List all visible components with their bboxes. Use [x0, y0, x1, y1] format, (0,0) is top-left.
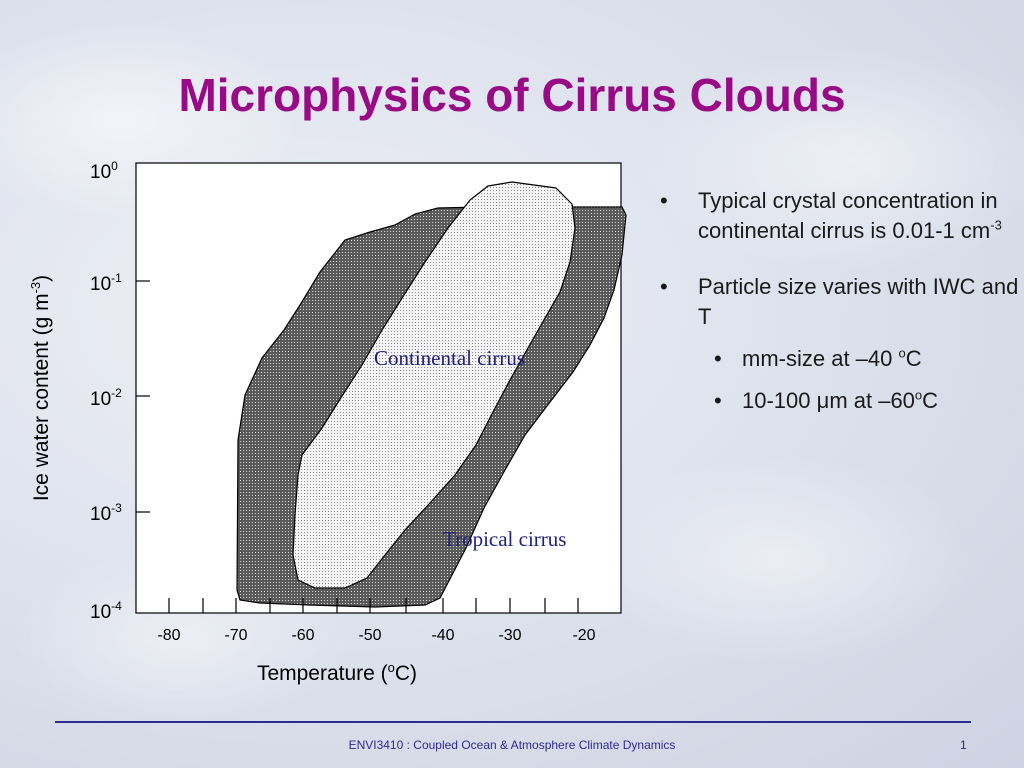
footer-divider	[55, 721, 971, 723]
slide-title: Microphysics of Cirrus Clouds	[178, 69, 846, 121]
tropical-cirrus-label: Tropical cirrus	[443, 527, 566, 551]
bullet-text: Particle size varies with IWC and T	[698, 274, 1019, 329]
bullet-dot-icon: •	[660, 188, 668, 213]
continental-cirrus-label: Continental cirrus	[374, 346, 525, 370]
y-tick-label: 10-2	[90, 386, 122, 410]
sub-bullet-item: • mm-size at –40 oC	[660, 344, 1020, 374]
sub-bullet-text: 10-100	[742, 388, 817, 413]
x-tick-label: -30	[498, 627, 521, 644]
bullet-dot-icon: •	[714, 388, 722, 413]
x-axis-label: Temperature (oC)	[257, 660, 417, 685]
continental-cirrus-region	[292, 181, 576, 589]
x-tick-label: -20	[572, 627, 595, 644]
x-tick-label: -50	[358, 627, 381, 644]
y-tick-label: 10-4	[90, 599, 122, 623]
mu-symbol: μ	[816, 388, 830, 413]
footer-text: ENVI3410 : Coupled Ocean & Atmosphere Cl…	[348, 738, 676, 752]
sub-bullet-text-mid: m at –60	[829, 388, 915, 413]
x-tick-label: -40	[431, 627, 454, 644]
bullet-dot-icon: •	[714, 346, 722, 371]
x-tick-label: -60	[291, 627, 314, 644]
sub-bullet-superscript: o	[898, 345, 906, 361]
sub-bullet-superscript: o	[914, 387, 923, 403]
sub-bullet-item: • 10-100 μm at –60oC	[660, 386, 1020, 416]
sub-bullet-text-end: C	[905, 346, 922, 371]
bullet-item: • Particle size varies with IWC and T • …	[660, 272, 1020, 416]
bullet-list: • Typical crystal concentration in conti…	[660, 186, 1020, 442]
sub-bullet-text: mm-size at –40	[742, 346, 899, 371]
x-tick-label: -80	[157, 627, 180, 644]
y-tick-label: 10-1	[90, 271, 122, 295]
y-tick-label: 100	[90, 159, 118, 183]
x-tick-label: -70	[224, 627, 247, 644]
sub-bullet-text-end: C	[922, 388, 939, 413]
bullet-superscript: -3	[990, 217, 1002, 233]
bullet-text: Typical crystal concentration in contine…	[698, 188, 998, 243]
page-number: 1	[960, 738, 967, 752]
y-tick-label: 10-3	[90, 501, 122, 525]
bullet-item: • Typical crystal concentration in conti…	[660, 186, 1020, 246]
y-axis-label: Ice water content (g m-3)	[28, 275, 53, 501]
bullet-dot-icon: •	[660, 274, 668, 299]
